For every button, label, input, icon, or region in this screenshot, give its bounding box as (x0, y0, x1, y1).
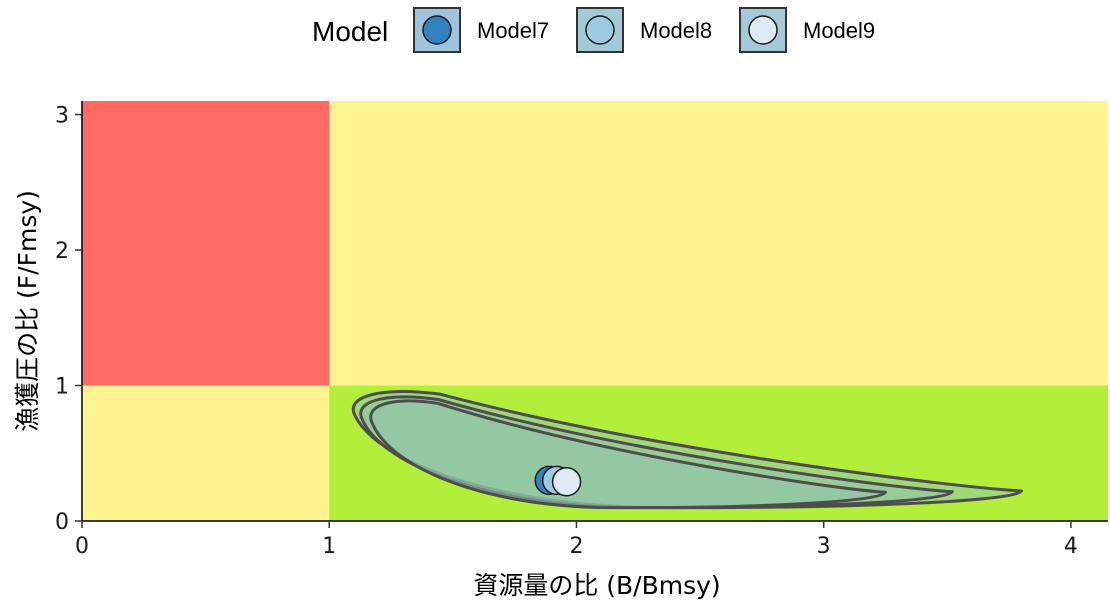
y-tick-label-3: 3 (55, 104, 69, 129)
uncertainty-regions (351, 390, 1023, 510)
x-tick-label-3: 3 (817, 534, 831, 559)
legend-title: Model (312, 16, 388, 47)
data-points (534, 465, 582, 497)
axes: 0 1 2 3 4 0 1 2 3 (55, 101, 1108, 559)
legend: Model Model7 Model8 Model9 (312, 7, 875, 53)
x-tick-label-0: 0 (75, 534, 89, 559)
zone-2 (82, 385, 330, 521)
zone-1 (329, 101, 1109, 386)
x-axis-title: 資源量の比 (B/Bmsy) (473, 571, 720, 600)
y-tick-label-2: 2 (55, 239, 69, 264)
legend-point-Model7 (422, 15, 452, 45)
region-Model9 (369, 399, 887, 510)
legend-label-Model8: Model8 (640, 18, 712, 43)
y-tick-label-0: 0 (55, 510, 69, 535)
legend-point-Model8 (585, 15, 615, 45)
legend-point-Model9 (748, 15, 778, 45)
x-tick-label-1: 1 (322, 534, 336, 559)
y-tick-label-1: 1 (55, 375, 69, 400)
x-tick-label-4: 4 (1064, 534, 1078, 559)
legend-items: Model7 Model8 Model9 (413, 7, 875, 53)
x-tick-label-2: 2 (569, 534, 583, 559)
legend-label-Model9: Model9 (803, 18, 875, 43)
legend-label-Model7: Model7 (477, 18, 549, 43)
zone-0 (82, 101, 330, 386)
point-Model9 (551, 466, 582, 497)
y-axis-title: 漁獲圧の比 (F/Fmsy) (13, 190, 42, 432)
